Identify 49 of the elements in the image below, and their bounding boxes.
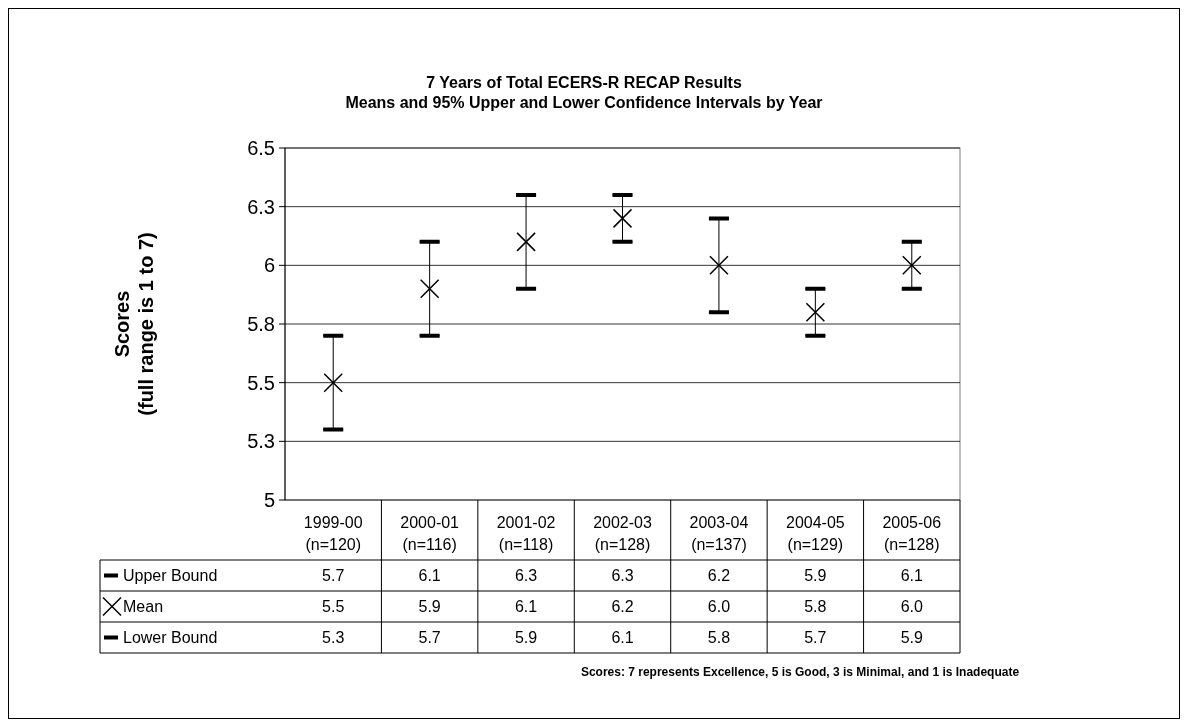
point — [516, 232, 536, 252]
text: 6.1 — [900, 567, 923, 585]
text: 5.7 — [322, 567, 345, 585]
y-tick-label: 6.5 — [247, 137, 275, 159]
y-tick-label: 5.5 — [247, 371, 275, 394]
x-tick-label: 2005-06 (n=128) — [882, 514, 942, 553]
y-tick-label: 6 — [263, 254, 275, 277]
x-tick-label: 2004-05 (n=129) — [786, 514, 845, 553]
text: Scores: 7 represents Excellence, 5 is Good, 3 is Minimal, and 1 is Inadequate — [580, 665, 1020, 679]
x-tick-label: 2002-03 (n=128) — [593, 514, 652, 553]
point — [709, 255, 729, 276]
point — [323, 372, 343, 393]
text: 6.1 — [418, 567, 441, 585]
y-tick-label: 6.3 — [247, 195, 275, 218]
point — [805, 302, 826, 323]
text: 5.9 — [900, 629, 923, 647]
text: 5.3 — [322, 629, 345, 647]
text: 5.9 — [804, 567, 827, 585]
point — [902, 255, 922, 276]
text: 5.8 — [707, 629, 731, 647]
x-tick-label: 2000-01 (n=116) — [400, 514, 460, 553]
data-label: 5.8 — [804, 598, 827, 616]
text: 6.1 — [611, 629, 634, 647]
text: 5.7 — [418, 629, 441, 647]
y-tick-label: 5 — [263, 489, 275, 511]
text: 6.2 — [707, 567, 731, 585]
data-label: 6.2 — [611, 598, 634, 616]
y-axis-title: Scores (full range is 1 to 7) — [111, 232, 157, 416]
data-label: 6.1 — [514, 598, 538, 616]
x-tick-label: 2003-04 (n=137) — [689, 514, 749, 553]
point — [612, 208, 633, 229]
y-tick-label: 5.8 — [247, 313, 275, 335]
text: 5.7 — [804, 629, 827, 647]
text: Lower Bound — [123, 629, 218, 647]
text: 6.3 — [514, 567, 538, 585]
text: 5.9 — [514, 629, 538, 647]
chart-subtitle: Means and 95% Upper and Lower Confidence Intervals by Year — [345, 94, 823, 111]
chart-title: 7 Years of Total ECERS-R RECAP Results — [426, 74, 742, 91]
legend-label: Mean — [123, 598, 164, 616]
x-tick-label: 1999-00 (n=120) — [303, 514, 363, 553]
data-label: 5.5 — [322, 598, 345, 616]
data-label: 6.0 — [707, 598, 731, 616]
point — [419, 279, 440, 299]
data-label: 5.9 — [418, 598, 441, 616]
text: 6.3 — [611, 567, 634, 585]
text: Upper Bound — [123, 567, 218, 585]
y-tick-label: 5.3 — [247, 430, 275, 453]
x-tick-label: 2001-02 (n=118) — [496, 514, 556, 553]
data-label: 6.0 — [900, 598, 923, 616]
